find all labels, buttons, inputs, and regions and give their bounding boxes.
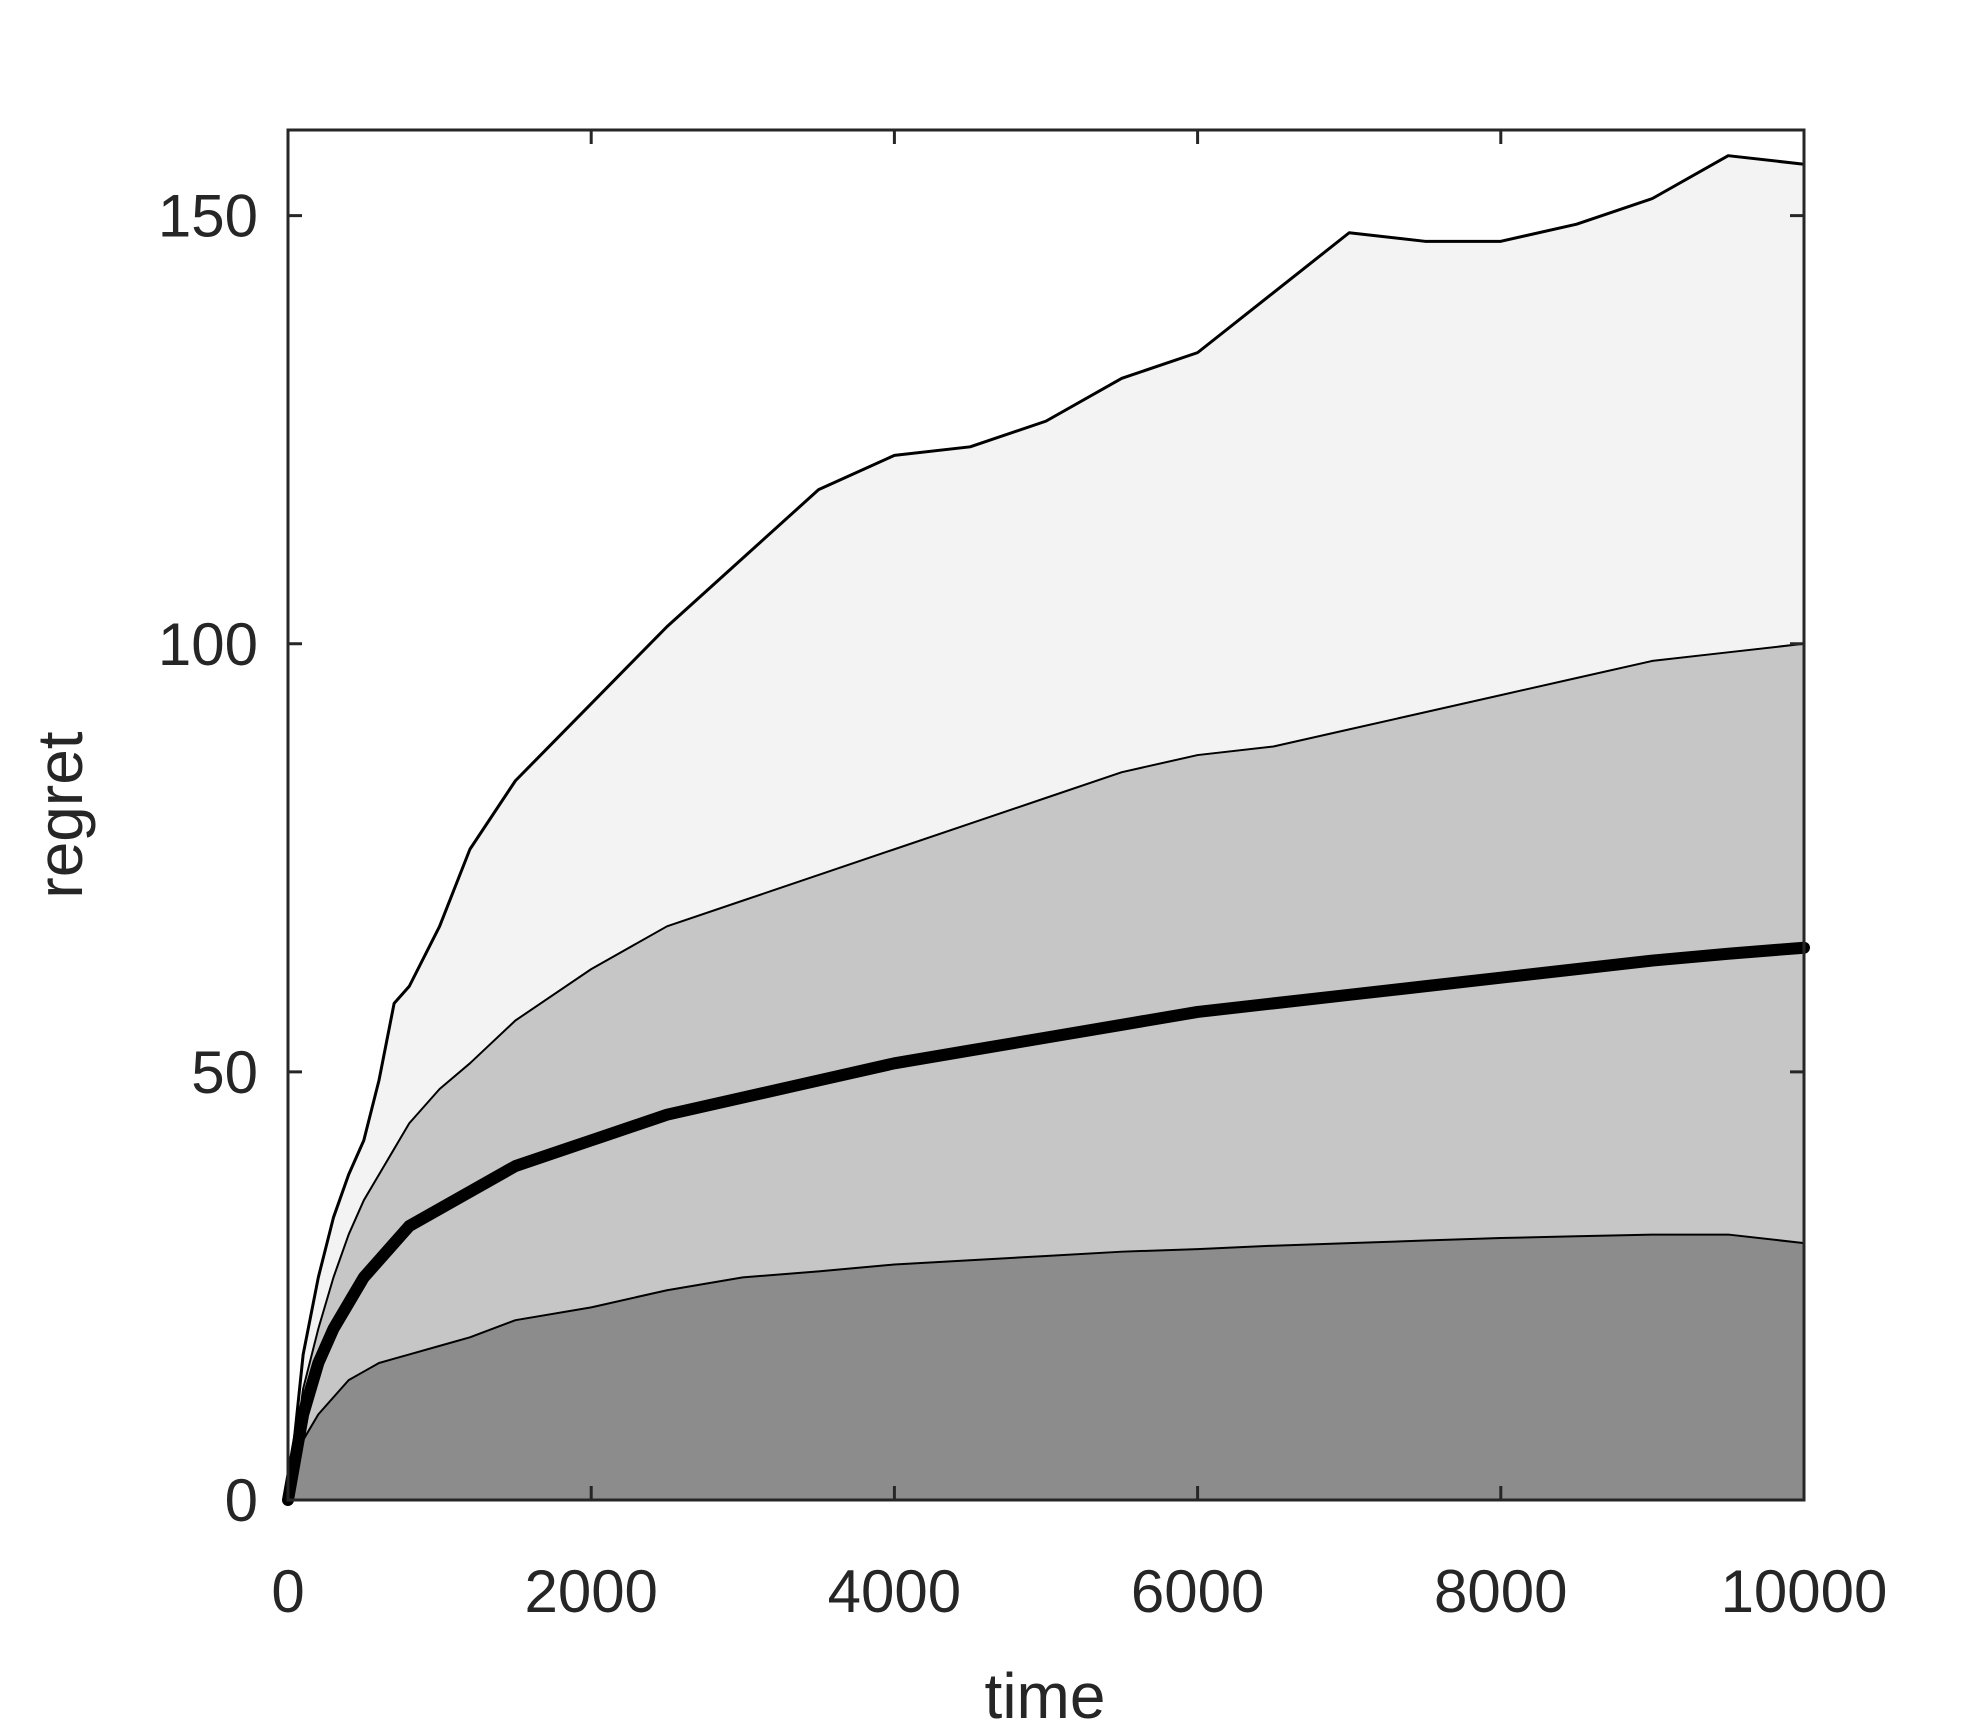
y-tick-label: 100 xyxy=(158,611,258,678)
lower-series-line xyxy=(287,1233,1805,1501)
y-axis-label: regret xyxy=(24,731,96,898)
x-axis-label: time xyxy=(985,1660,1106,1732)
band-layer xyxy=(288,155,1804,1500)
x-tick-label: 2000 xyxy=(524,1558,657,1625)
x-tick-label: 6000 xyxy=(1131,1558,1264,1625)
y-tick-label: 50 xyxy=(191,1039,258,1106)
line-layer xyxy=(282,154,1810,1506)
upper-series-line xyxy=(286,154,1805,1501)
tick-label-layer: 0 2000 4000 6000 8000 10000 0 50 100 150 xyxy=(158,183,1888,1625)
tick-layer xyxy=(286,130,1806,1502)
plot-frame xyxy=(286,128,1806,1502)
y-tick-label: 150 xyxy=(158,183,258,250)
y-tick-label: 0 xyxy=(225,1467,258,1534)
lower-band-area xyxy=(288,1234,1804,1500)
x-tick-label: 4000 xyxy=(828,1558,961,1625)
x-tick-label: 8000 xyxy=(1434,1558,1567,1625)
mean-series-line xyxy=(282,941,1810,1506)
x-tick-label: 10000 xyxy=(1721,1558,1888,1625)
x-tick-label: 0 xyxy=(271,1558,304,1625)
middle-series-line xyxy=(287,642,1805,1501)
